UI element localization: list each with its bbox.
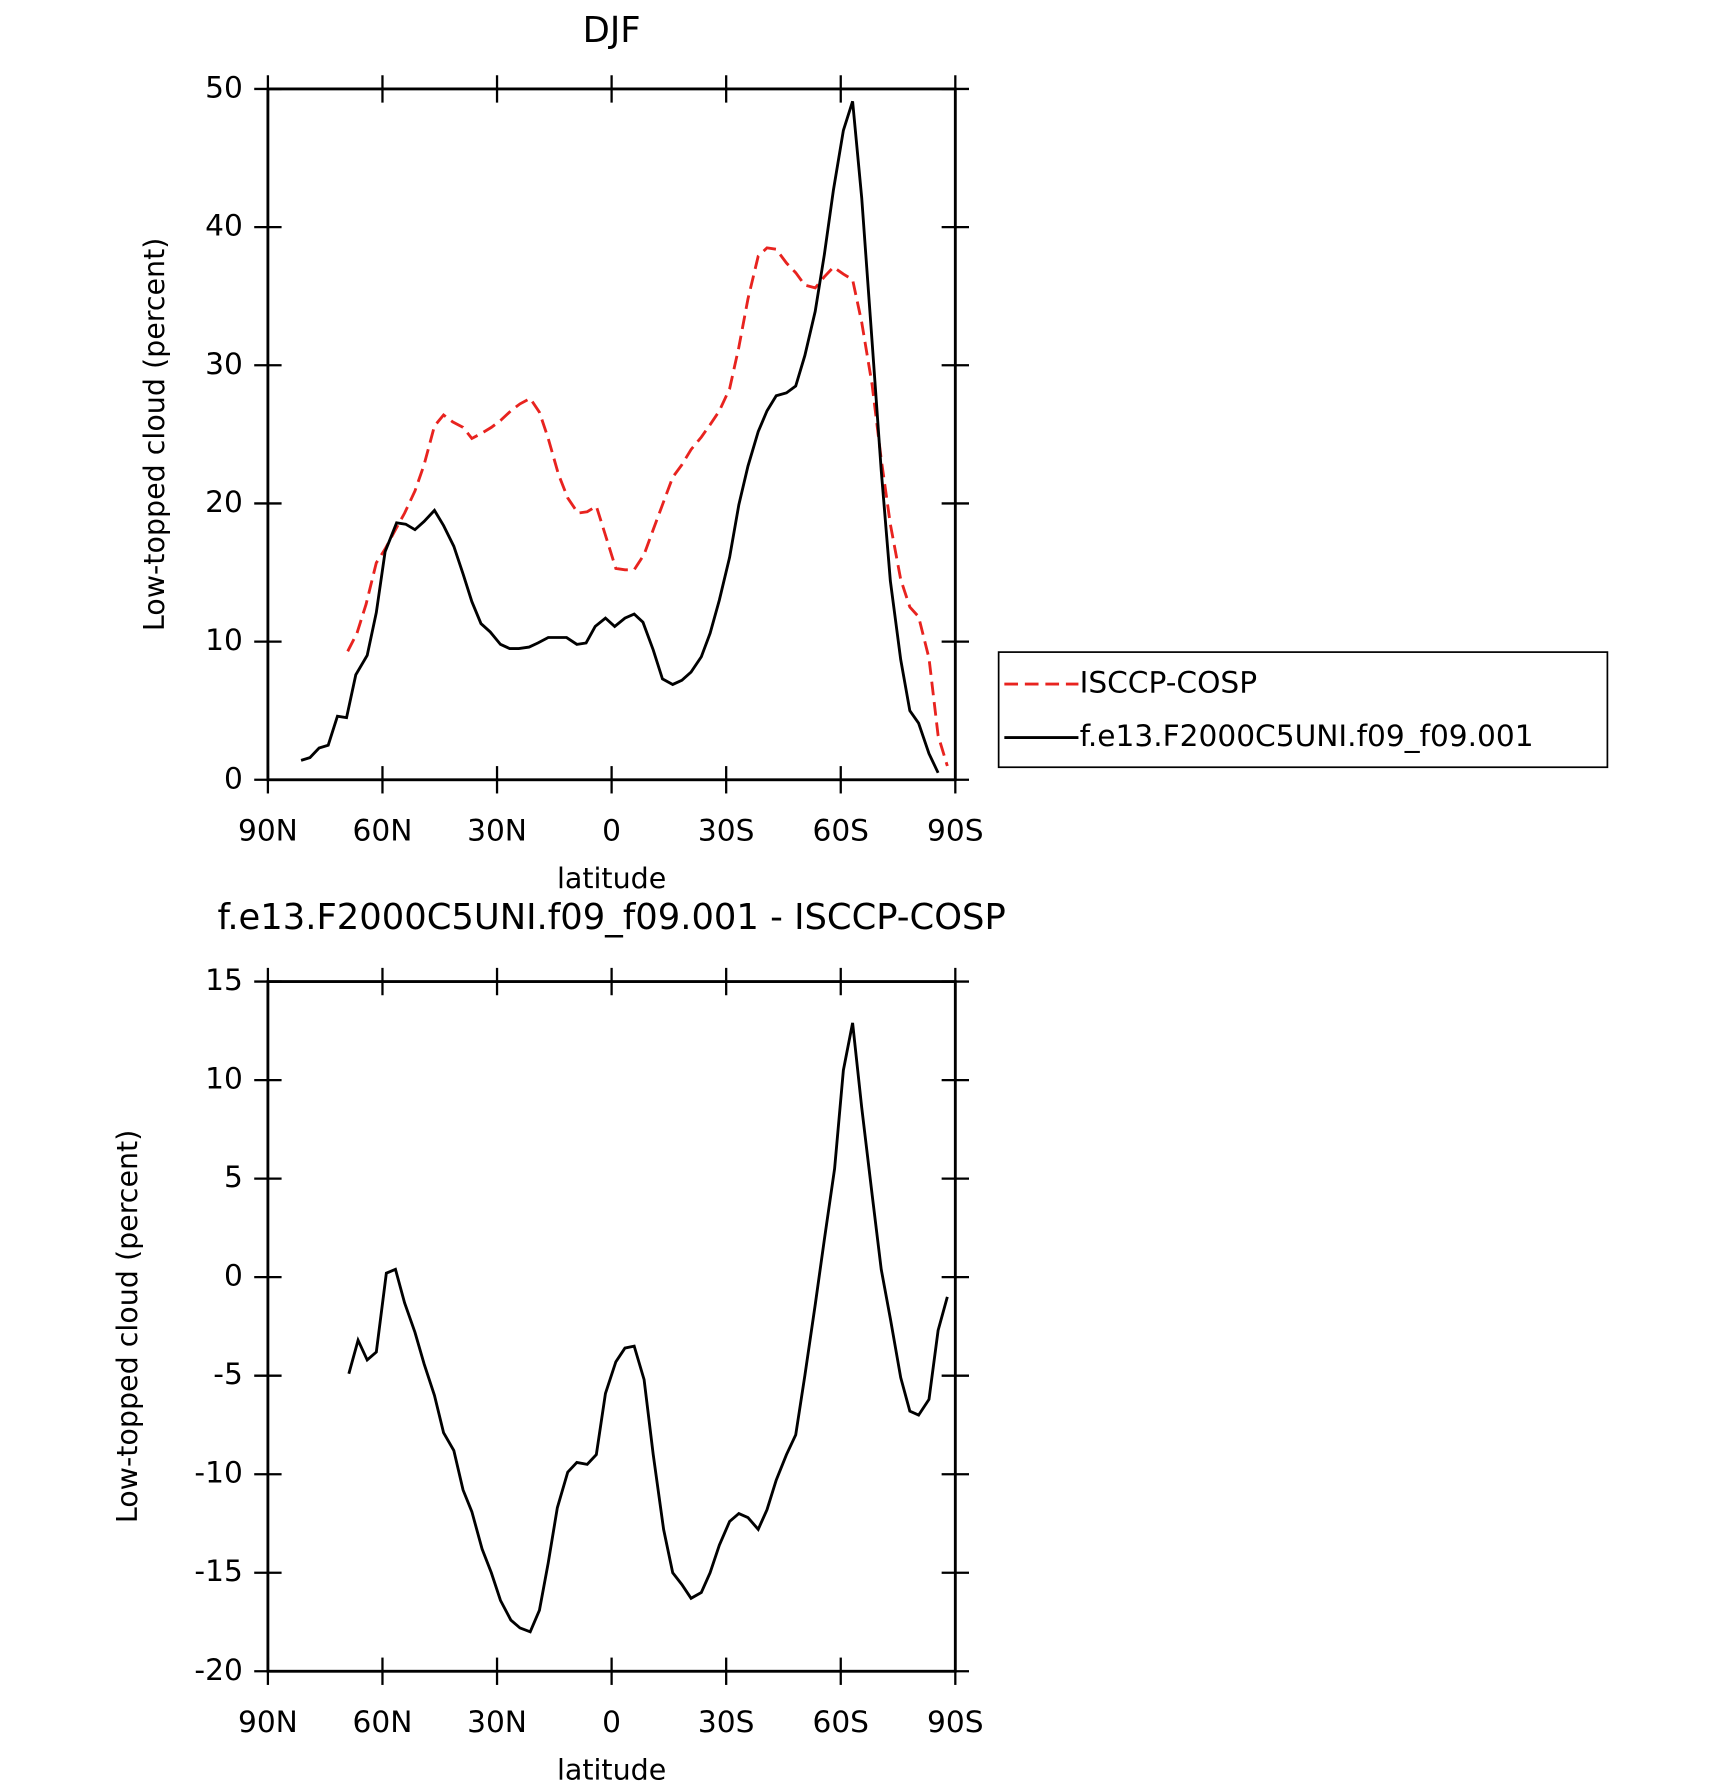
x-tick-label: 90N	[238, 1704, 298, 1739]
legend-label: ISCCP-COSP	[1080, 665, 1257, 700]
data-line	[346, 246, 949, 767]
y-tick-label: 40	[205, 208, 243, 243]
y-tick-label: 15	[205, 962, 243, 997]
x-tick-label: 60S	[812, 1704, 869, 1739]
x-axis-title: latitude	[557, 1754, 666, 1783]
y-tick-label: 0	[224, 760, 243, 795]
y-axis-title: Low-topped cloud (percent)	[138, 238, 171, 632]
x-tick-label: 90S	[927, 813, 984, 848]
chart-title: f.e13.F2000C5UNI.f09_f09.001 - ISCCP-COS…	[217, 897, 1005, 938]
y-tick-label: -5	[213, 1356, 243, 1391]
y-axis-title: Low-topped cloud (percent)	[111, 1130, 144, 1524]
legend-box	[997, 651, 1609, 769]
plot-frame	[266, 87, 957, 782]
y-tick-label: -10	[194, 1455, 242, 1490]
x-tick-label: 0	[602, 813, 621, 848]
x-tick-label: 90S	[927, 1704, 984, 1739]
x-tick-label: 60S	[812, 813, 869, 848]
x-tick-label: 60N	[353, 813, 413, 848]
data-line	[300, 100, 940, 774]
x-tick-label: 0	[602, 1704, 621, 1739]
x-tick-label: 30S	[698, 1704, 755, 1739]
y-tick-label: -20	[194, 1652, 242, 1687]
y-tick-label: 50	[205, 69, 243, 104]
y-tick-label: -15	[194, 1553, 242, 1588]
y-tick-label: 5	[224, 1159, 243, 1194]
data-line	[347, 1022, 949, 1634]
chart-title: DJF	[583, 10, 641, 51]
y-tick-label: 10	[205, 1061, 243, 1096]
x-tick-label: 30N	[467, 1704, 527, 1739]
y-tick-label: 0	[224, 1258, 243, 1293]
plot-frame	[266, 980, 957, 1673]
x-axis-title: latitude	[557, 862, 666, 895]
y-tick-label: 30	[205, 346, 243, 381]
y-tick-label: 10	[205, 622, 243, 657]
x-tick-label: 60N	[353, 1704, 413, 1739]
x-tick-label: 90N	[238, 813, 298, 848]
x-tick-label: 30N	[467, 813, 527, 848]
y-tick-label: 20	[205, 484, 243, 519]
legend-label: f.e13.F2000C5UNI.f09_f09.001	[1080, 718, 1534, 753]
x-tick-label: 30S	[698, 813, 755, 848]
